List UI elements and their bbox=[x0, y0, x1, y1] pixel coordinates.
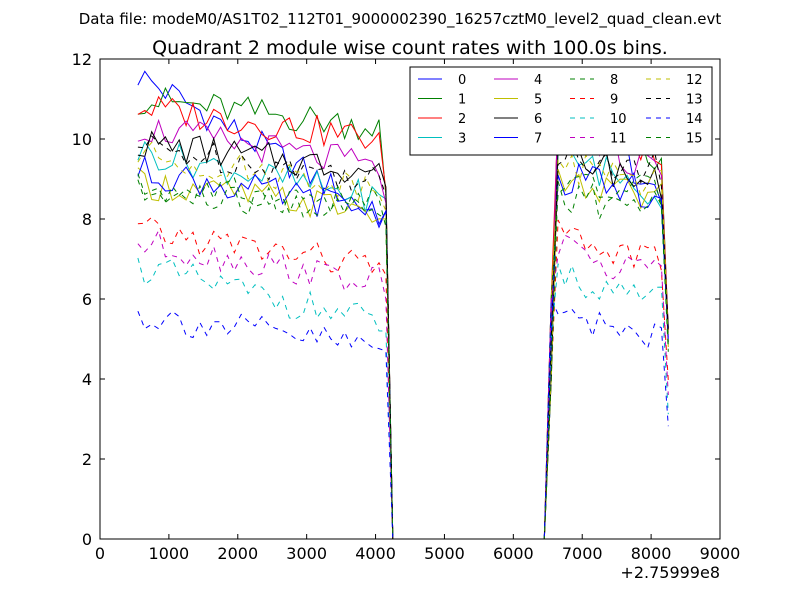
legend-label-0: 0 bbox=[458, 73, 466, 88]
legend-label-15: 15 bbox=[686, 132, 703, 147]
y-tick-label: 2 bbox=[82, 450, 92, 469]
legend-label-10: 10 bbox=[610, 112, 627, 127]
x-tick-label: 8000 bbox=[631, 544, 672, 563]
series-line-11 bbox=[137, 229, 669, 540]
series-line-2 bbox=[137, 95, 669, 540]
x-tick-label: 3000 bbox=[286, 544, 327, 563]
y-tick-label: 6 bbox=[82, 290, 92, 309]
x-tick-label: 1000 bbox=[149, 544, 190, 563]
series-line-4 bbox=[137, 102, 669, 540]
x-tick-label: 2000 bbox=[217, 544, 258, 563]
y-tick-label: 10 bbox=[72, 130, 92, 149]
y-tick-label: 12 bbox=[72, 50, 92, 69]
x-tick-label: 6000 bbox=[493, 544, 534, 563]
legend-label-8: 8 bbox=[610, 73, 618, 88]
x-tick-label: 5000 bbox=[424, 544, 465, 563]
legend-label-13: 13 bbox=[686, 93, 703, 108]
x-tick-label: 9000 bbox=[700, 544, 741, 563]
legend-label-12: 12 bbox=[686, 73, 703, 88]
x-tick-label: 0 bbox=[95, 544, 105, 563]
series-line-14 bbox=[137, 298, 669, 540]
series-line-5 bbox=[137, 167, 669, 540]
y-tick-label: 4 bbox=[82, 370, 92, 389]
series-line-6 bbox=[137, 130, 669, 540]
legend-label-7: 7 bbox=[534, 132, 542, 147]
legend-label-6: 6 bbox=[534, 112, 542, 127]
y-tick-label: 0 bbox=[82, 530, 92, 549]
legend-label-5: 5 bbox=[534, 93, 542, 108]
legend-label-3: 3 bbox=[458, 132, 466, 147]
chart-title: Quadrant 2 module wise count rates with … bbox=[152, 37, 668, 59]
legend-label-9: 9 bbox=[610, 93, 618, 108]
x-offset-label: +2.75999e8 bbox=[620, 563, 720, 582]
series-line-12 bbox=[137, 141, 669, 540]
series-line-13 bbox=[137, 135, 669, 540]
legend-label-14: 14 bbox=[686, 112, 703, 127]
series-line-9 bbox=[137, 216, 669, 540]
series-line-15 bbox=[137, 179, 669, 540]
series-line-1 bbox=[137, 86, 669, 540]
data-file-label: Data file: modeM0/AS1T02_112T01_90000023… bbox=[79, 10, 722, 29]
legend-label-2: 2 bbox=[458, 112, 466, 127]
legend-label-11: 11 bbox=[610, 132, 627, 147]
series-line-8 bbox=[137, 173, 669, 540]
series-line-10 bbox=[137, 257, 669, 540]
legend-label-4: 4 bbox=[534, 73, 542, 88]
series-line-7 bbox=[137, 155, 669, 540]
legend-box bbox=[409, 66, 713, 156]
legend-label-1: 1 bbox=[458, 93, 466, 108]
y-tick-label: 8 bbox=[82, 210, 92, 229]
x-tick-label: 7000 bbox=[562, 544, 603, 563]
series-line-3 bbox=[137, 140, 669, 540]
x-tick-label: 4000 bbox=[355, 544, 396, 563]
axis-ticks: 0 1000 2000 3000 4000 5000 6000 7000 8000 9000 0 2 4… bbox=[72, 50, 741, 563]
